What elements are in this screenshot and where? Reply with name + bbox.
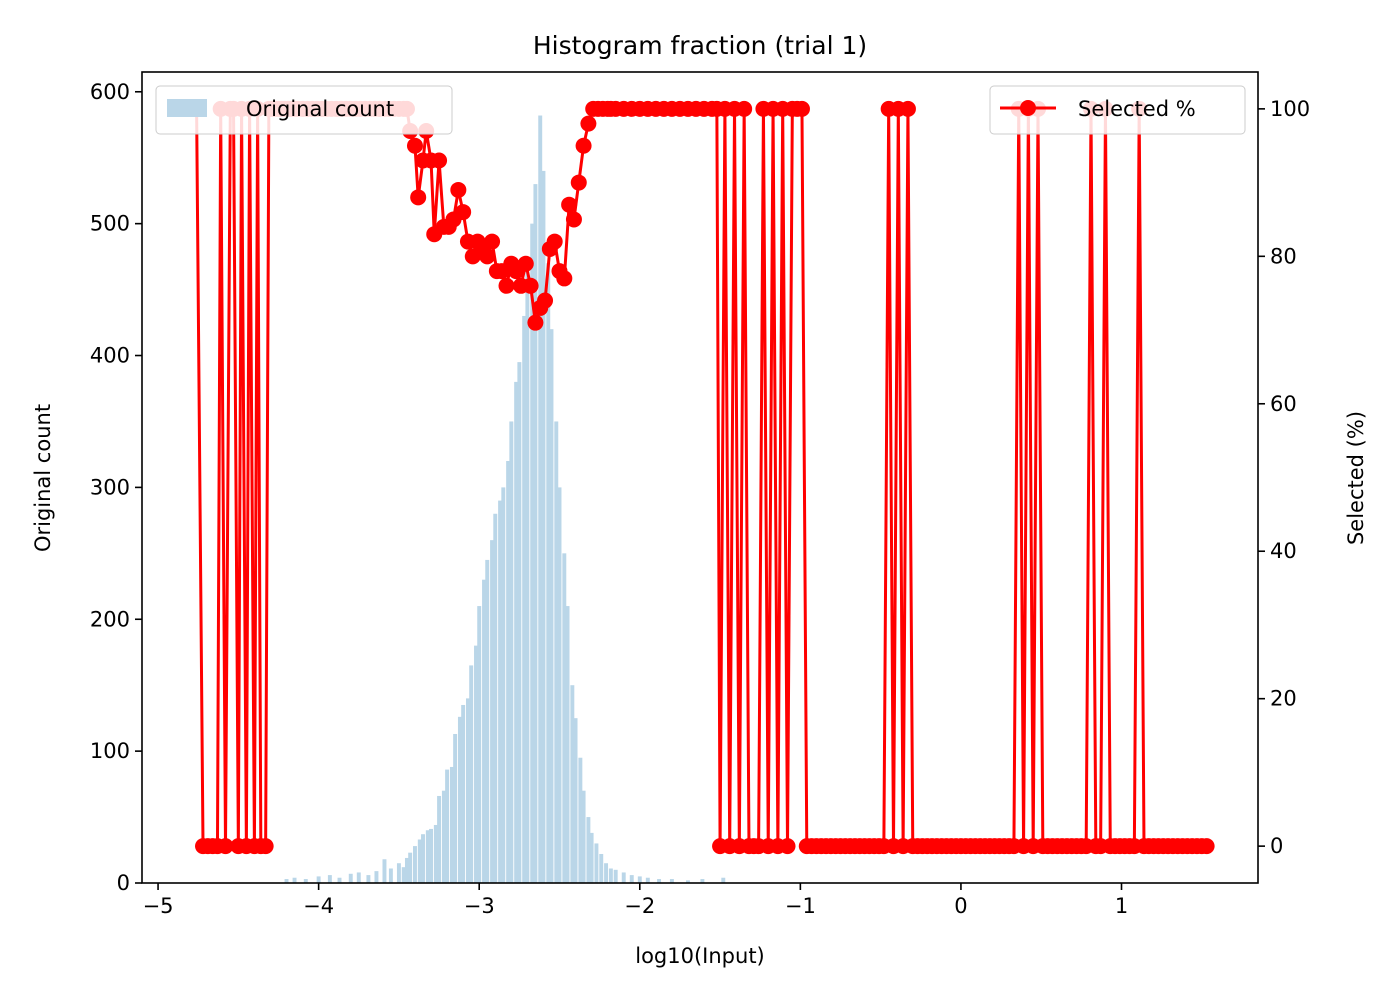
y-right-tick-label: 0 xyxy=(1270,834,1283,858)
y-left-axis-label: Original count xyxy=(31,404,55,552)
selected-point xyxy=(410,189,426,205)
selected-point xyxy=(455,204,471,220)
legend-right-label: Selected % xyxy=(1078,97,1196,121)
legend-left: Original count xyxy=(156,86,452,134)
selected-point xyxy=(479,248,495,264)
histogram-bar xyxy=(453,734,457,883)
y-left-tick-label: 0 xyxy=(117,871,130,895)
histogram-bar xyxy=(485,560,489,883)
selected-point xyxy=(556,270,572,286)
selected-point xyxy=(523,278,539,294)
y-left-tick-label: 100 xyxy=(90,739,130,763)
histogram-bar xyxy=(328,875,332,883)
histogram-bar xyxy=(501,487,505,883)
histogram-bar xyxy=(408,853,412,883)
histogram-bar xyxy=(517,362,521,883)
x-tick-label: −2 xyxy=(624,894,655,918)
y-right-tick-label: 80 xyxy=(1270,244,1297,268)
histogram-bar xyxy=(622,872,626,883)
histogram-bar xyxy=(366,875,370,883)
histogram-bar xyxy=(421,834,425,883)
y-left-tick-label: 300 xyxy=(90,475,130,499)
selected-point xyxy=(566,211,582,227)
selected-point xyxy=(518,256,534,272)
selected-point xyxy=(576,138,592,154)
histogram-bar xyxy=(429,829,433,883)
x-tick-label: −4 xyxy=(303,894,334,918)
selected-point xyxy=(571,175,587,191)
histogram-bar xyxy=(383,859,387,883)
y-left-tick-label: 600 xyxy=(90,80,130,104)
histogram-bar xyxy=(574,718,578,883)
x-tick-label: 0 xyxy=(954,894,967,918)
y-left-tick-label: 400 xyxy=(90,344,130,368)
selected-point xyxy=(450,182,466,198)
histogram-bar xyxy=(630,875,634,883)
legend-right: Selected % xyxy=(990,86,1245,134)
histogram-bar xyxy=(590,833,594,883)
selected-point xyxy=(547,234,563,250)
histogram-bar xyxy=(437,796,441,883)
histogram-bar xyxy=(349,874,353,883)
y-right-tick-label: 40 xyxy=(1270,539,1297,563)
histogram-bar xyxy=(599,854,603,883)
selected-point xyxy=(780,838,796,854)
selected-point xyxy=(431,152,447,168)
x-tick-label: −1 xyxy=(785,894,816,918)
histogram-bar xyxy=(594,843,598,883)
x-tick-label: 1 xyxy=(1115,894,1128,918)
selected-point xyxy=(1199,838,1215,854)
histogram-bar xyxy=(357,872,361,883)
legend-right-marker xyxy=(1020,100,1036,116)
legend-left-label: Original count xyxy=(246,97,394,121)
y-right-tick-label: 20 xyxy=(1270,687,1297,711)
selected-point xyxy=(527,315,543,331)
histogram-bar xyxy=(582,791,586,883)
x-tick-label: −3 xyxy=(464,894,495,918)
histogram-bar xyxy=(477,606,481,883)
selected-point xyxy=(900,101,916,117)
legend-left-swatch xyxy=(167,99,207,117)
histogram-bar xyxy=(509,421,513,883)
histogram-bar xyxy=(317,876,321,883)
histogram-bar xyxy=(493,514,497,883)
histogram-bar xyxy=(558,487,562,883)
histogram-bar xyxy=(541,171,545,883)
histogram-bar xyxy=(397,863,401,883)
selected-point xyxy=(736,101,752,117)
selected-point xyxy=(794,101,810,117)
x-axis-label: log10(Input) xyxy=(635,944,765,968)
y-right-tick-label: 60 xyxy=(1270,392,1297,416)
y-right-axis-label: Selected (%) xyxy=(1344,411,1368,545)
selected-point xyxy=(407,138,423,154)
histogram-bar xyxy=(550,329,554,883)
selected-point xyxy=(580,116,596,132)
histogram-bar xyxy=(413,846,417,883)
histogram-bar xyxy=(609,868,613,883)
y-right-tick-label: 100 xyxy=(1270,97,1310,121)
histogram-bar xyxy=(469,665,473,883)
histogram-bar xyxy=(525,263,529,883)
selected-point xyxy=(499,278,515,294)
selected-point xyxy=(537,293,553,309)
histogram-bar xyxy=(445,770,449,883)
selected-point xyxy=(258,838,274,854)
x-tick-label: −5 xyxy=(143,894,174,918)
histogram-bar xyxy=(604,863,608,883)
chart-title: Histogram fraction (trial 1) xyxy=(533,31,867,60)
histogram-bar xyxy=(614,870,618,883)
y-left-tick-label: 500 xyxy=(90,212,130,236)
histogram-bar xyxy=(638,876,642,883)
selected-point xyxy=(561,197,577,213)
y-left-tick-label: 200 xyxy=(90,607,130,631)
histogram-bar xyxy=(374,871,378,883)
histogram-bar xyxy=(566,606,570,883)
selected-point xyxy=(484,234,500,250)
histogram-bar xyxy=(389,868,393,883)
histogram-bar xyxy=(461,705,465,883)
